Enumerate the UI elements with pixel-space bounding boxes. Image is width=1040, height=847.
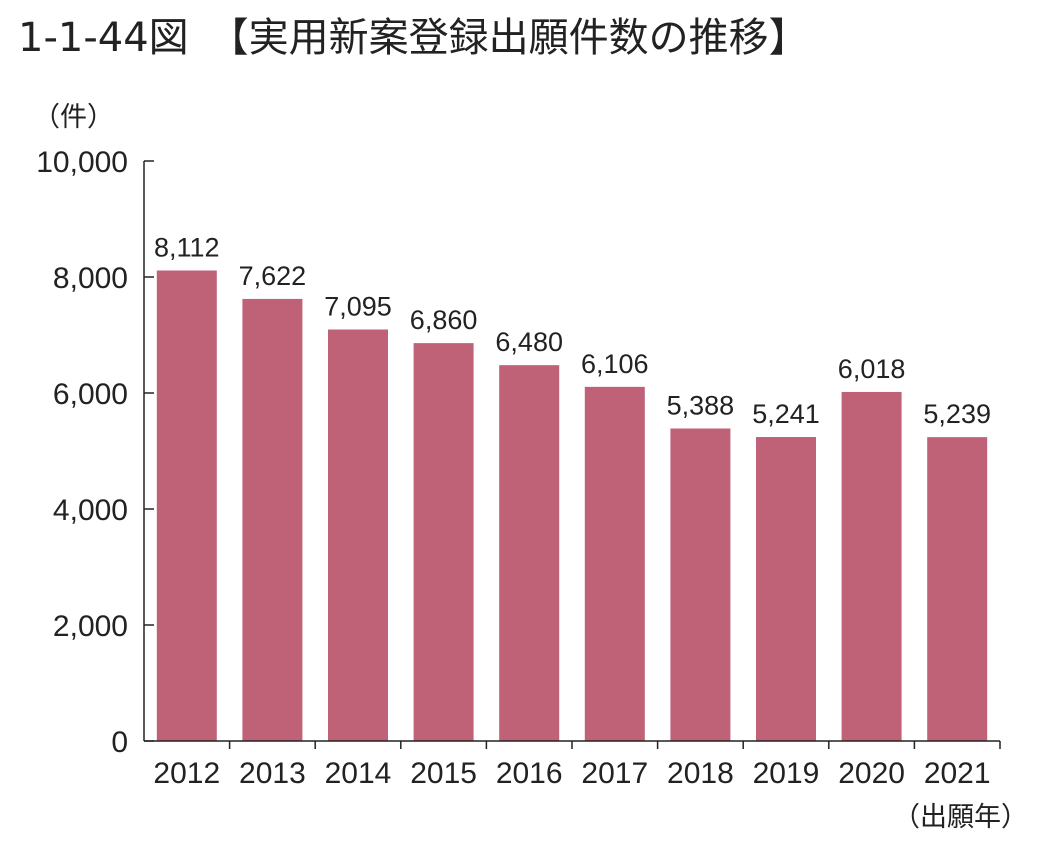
- x-tick-label-2018: 2018: [667, 757, 734, 790]
- y-tick-label-2000: 2,000: [53, 610, 128, 643]
- bar-2018: [670, 428, 731, 741]
- data-label-2018: 5,388: [667, 390, 735, 420]
- bar-2017: [584, 386, 645, 741]
- data-label-2013: 7,622: [239, 261, 307, 291]
- x-tick-label-2012: 2012: [153, 757, 220, 790]
- bar-2012: [156, 270, 217, 741]
- x-axis-unit-label: （出願年）: [893, 802, 1028, 833]
- bars-layer: [156, 270, 988, 741]
- data-label-2017: 6,106: [581, 349, 649, 379]
- data-label-2020: 6,018: [838, 354, 906, 384]
- data-label-2014: 7,095: [324, 291, 392, 321]
- x-tick-label-2013: 2013: [239, 757, 306, 790]
- x-tick-label-2017: 2017: [581, 757, 648, 790]
- x-tick-label-2020: 2020: [838, 757, 905, 790]
- data-label-2021: 5,239: [923, 399, 991, 429]
- bar-2014: [328, 329, 388, 741]
- x-tick-label-2016: 2016: [496, 757, 563, 790]
- x-tick-label-2014: 2014: [325, 757, 392, 790]
- y-tick-label-10000: 10,000: [36, 146, 128, 179]
- data-label-2016: 6,480: [495, 327, 563, 357]
- bar-2015: [413, 343, 474, 741]
- x-tick-label-2021: 2021: [924, 757, 991, 790]
- x-tick-label-2015: 2015: [410, 757, 477, 790]
- y-tick-label-4000: 4,000: [53, 494, 128, 527]
- y-tick-label-6000: 6,000: [53, 378, 128, 411]
- data-label-2012: 8,112: [154, 233, 220, 263]
- bar-2020: [841, 391, 902, 741]
- chart-title: 1-1-44図 【実用新案登録出願件数の推移】: [18, 15, 809, 61]
- y-tick-label-0: 0: [111, 726, 128, 759]
- bar-2016: [499, 365, 560, 741]
- axes-layer: [143, 160, 1001, 749]
- y-tick-label-8000: 8,000: [53, 262, 128, 295]
- bar-2021: [927, 437, 988, 741]
- x-tick-label-2019: 2019: [753, 757, 820, 790]
- bar-2019: [756, 437, 816, 741]
- labels-layer: 8,112 2012 7,622 2013 7,095 2014 6,860 2015 6,48…: [36, 146, 991, 790]
- y-axis-unit-label: （件）: [33, 102, 114, 133]
- data-label-2015: 6,860: [410, 305, 478, 335]
- bar-2013: [242, 298, 303, 741]
- data-label-2019: 5,241: [752, 399, 820, 429]
